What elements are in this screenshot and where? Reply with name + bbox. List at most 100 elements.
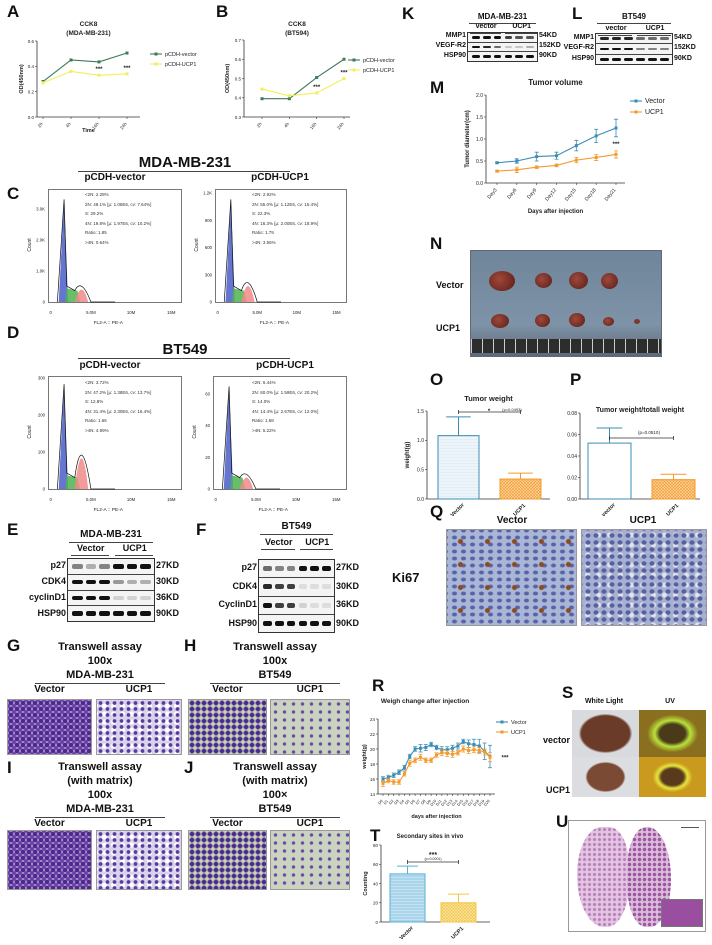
data-point bbox=[535, 155, 539, 159]
data-point bbox=[392, 773, 396, 777]
legend-label: UCP1 bbox=[511, 730, 526, 736]
y-tick-label: 1.5 bbox=[476, 115, 483, 121]
data-point bbox=[440, 751, 444, 755]
x-axis-label: FL2-A :: PE-A bbox=[260, 320, 290, 326]
x-axis-label: FL2-A :: PE-A bbox=[94, 507, 124, 513]
blot-row bbox=[468, 33, 537, 43]
data-point bbox=[515, 168, 519, 172]
error-bar bbox=[594, 128, 599, 143]
error-bar bbox=[445, 750, 450, 757]
tumor bbox=[601, 273, 618, 289]
blot-group-label: Vector bbox=[265, 537, 293, 547]
error-bar bbox=[554, 151, 559, 160]
significance-annotation: (p=0.0001) bbox=[424, 857, 441, 861]
x-tick-label: 2h bbox=[256, 121, 263, 128]
legend-label: Vector bbox=[645, 98, 666, 105]
stat-line: 2N: 60.0% [μ: 1.59E6, cv: 20.2%] bbox=[252, 389, 319, 395]
x-tick-label: D0 bbox=[378, 799, 384, 805]
transwell-title-line: (with matrix) bbox=[67, 775, 133, 787]
protein-band bbox=[612, 47, 621, 51]
error-bar bbox=[614, 118, 618, 138]
protein-band bbox=[274, 602, 284, 608]
protein-band bbox=[99, 611, 110, 616]
protein-label: HSP90 bbox=[571, 55, 594, 63]
bar bbox=[499, 478, 542, 500]
blot-row bbox=[468, 52, 537, 61]
protein-band bbox=[624, 57, 633, 61]
error-bar bbox=[445, 746, 450, 754]
protein-band bbox=[515, 36, 524, 39]
data-point bbox=[260, 87, 264, 91]
data-point bbox=[418, 746, 422, 750]
series-line bbox=[382, 740, 491, 780]
error-bar bbox=[381, 776, 385, 782]
protein-band bbox=[322, 566, 331, 572]
x-tick-label: Day9 bbox=[526, 187, 538, 200]
x-tick-label: 0 bbox=[49, 310, 52, 315]
chart-subtitle: (BT594) bbox=[285, 30, 309, 37]
protein-band bbox=[126, 611, 138, 616]
protein-band bbox=[648, 57, 657, 61]
group-label: UCP1 bbox=[296, 684, 324, 695]
panel-label-p: P bbox=[570, 370, 582, 389]
molecular-weight-label: 36KD bbox=[156, 592, 180, 603]
protein-band bbox=[72, 611, 83, 616]
molecular-weight-label: 90KD bbox=[539, 52, 557, 60]
data-point bbox=[125, 51, 129, 55]
data-point bbox=[467, 749, 471, 752]
protein-band bbox=[113, 595, 124, 601]
data-point bbox=[402, 772, 406, 776]
x-tick-label: 15M bbox=[332, 497, 341, 502]
y-tick-label: 22 bbox=[370, 732, 376, 737]
data-point bbox=[69, 58, 73, 62]
data-point bbox=[408, 755, 412, 758]
data-point bbox=[614, 152, 618, 156]
x-tick-label: D14 bbox=[451, 799, 459, 807]
panel-label-m: M bbox=[430, 78, 445, 97]
divider bbox=[299, 549, 334, 550]
protein-band bbox=[600, 57, 609, 61]
divider bbox=[78, 358, 290, 359]
protein-label: VEGF-R2 bbox=[435, 42, 466, 50]
blot-row bbox=[596, 55, 672, 64]
y-axis-label: OD(450nm) bbox=[19, 64, 25, 94]
data-point bbox=[413, 747, 417, 751]
error-bar bbox=[495, 169, 499, 173]
data-point bbox=[381, 777, 385, 781]
significance-marker: *** bbox=[95, 67, 103, 73]
x-tick-label: D2 bbox=[388, 799, 394, 805]
group-label: UCP1 bbox=[296, 818, 324, 829]
data-point bbox=[424, 758, 428, 762]
protein-band bbox=[140, 564, 151, 569]
protein-band bbox=[99, 579, 110, 585]
data-point bbox=[488, 755, 492, 758]
blot-group-label: UCP1 bbox=[645, 25, 665, 32]
protein-label: CDK4 bbox=[41, 576, 66, 587]
data-point bbox=[445, 752, 449, 755]
y-tick-label: 3.0K bbox=[36, 207, 45, 212]
protein-band bbox=[310, 566, 320, 572]
y-axis-label: Count bbox=[27, 425, 33, 439]
protein-band bbox=[85, 611, 97, 616]
data-point bbox=[467, 742, 471, 746]
microscopy-image-ucp1 bbox=[96, 830, 182, 890]
protein-band bbox=[322, 602, 331, 608]
y-tick-label: 1.2K bbox=[203, 191, 212, 196]
x-tick-label: D7 bbox=[415, 799, 421, 805]
series-line bbox=[262, 58, 345, 100]
y-tick-label: 20 bbox=[205, 455, 210, 460]
data-point bbox=[461, 740, 465, 743]
x-tick-label: Vector bbox=[399, 925, 416, 942]
protein-band bbox=[72, 595, 83, 601]
transwell-title-line: 100× bbox=[262, 789, 288, 801]
error-bar bbox=[397, 769, 402, 775]
x-tick-label: D6 bbox=[410, 799, 416, 805]
y-tick-label: 0.00 bbox=[567, 497, 577, 503]
protein-band bbox=[636, 37, 645, 41]
blot-row bbox=[596, 34, 672, 45]
ihc-label-ucp1: UCP1 bbox=[629, 515, 657, 526]
divider bbox=[598, 35, 633, 36]
panel-label-d: D bbox=[7, 323, 20, 342]
flow-c-left-stats: <2N: 2.28% 2N: 48.1% [μ: 1.06E6, cv: 7.64… bbox=[85, 190, 151, 247]
transwell-title-line: 100x bbox=[262, 655, 288, 667]
